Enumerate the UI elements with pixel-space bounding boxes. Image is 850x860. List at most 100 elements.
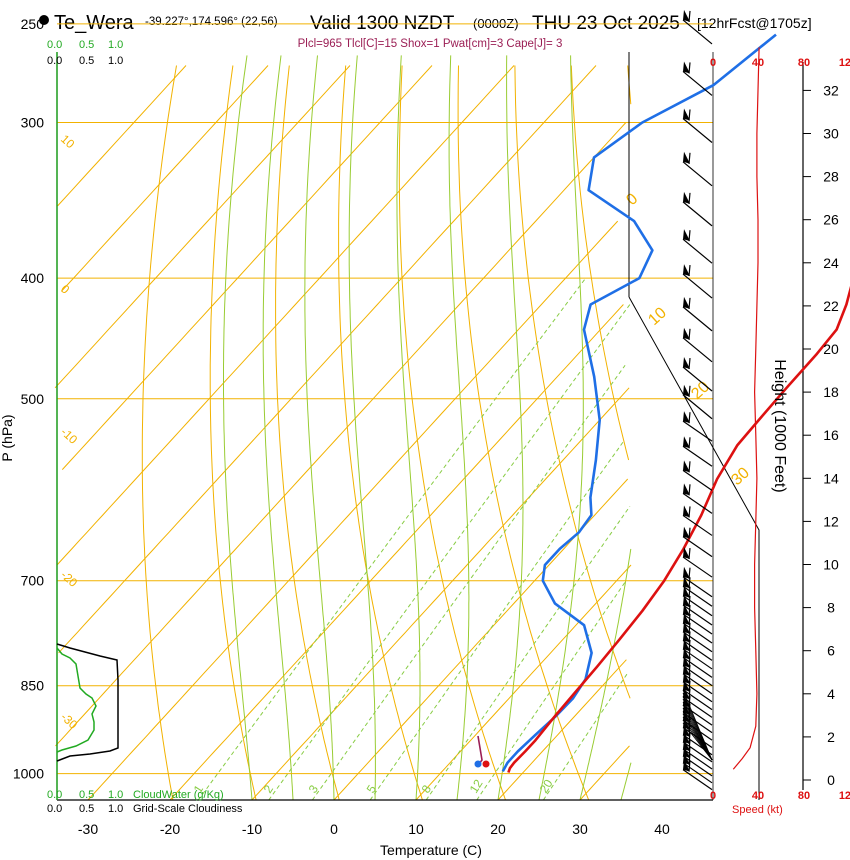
pressure-axis-ticks: 250 300 400 500 700 850 1000 <box>13 16 44 782</box>
moist-adiabat-line <box>348 55 376 801</box>
cloudwater-top-tick-1: 0.5 <box>79 39 94 51</box>
mixing-ratio-label: 8 <box>419 782 435 795</box>
moist-adiabat-line <box>396 55 421 801</box>
moist-adiabat-line <box>538 55 584 801</box>
station-coords: -39.227°,174.596° (22,56) <box>145 16 278 28</box>
wind-barb-feather <box>688 62 691 74</box>
wind-barb-staff <box>682 613 713 635</box>
dry-adiabat-line <box>570 65 630 461</box>
moist-adiabat-line <box>620 762 632 801</box>
wind-barb-staff <box>682 665 713 687</box>
wind-barb-flag <box>683 505 690 518</box>
mixing-ratio-lines <box>197 277 631 801</box>
temperature-trace <box>507 285 850 773</box>
wind-barbs <box>682 9 713 791</box>
isotherm-label: 10 <box>58 132 78 152</box>
wind-barb-staff <box>682 492 713 514</box>
isotherm-line <box>54 65 351 389</box>
speed-bottom-tick-120: 120 <box>839 790 850 802</box>
wind-barb-flag <box>683 296 690 309</box>
wind-barb-flag <box>683 436 690 449</box>
height-tick-label: 24 <box>823 255 839 271</box>
x-tick-label: 0 <box>330 821 338 837</box>
cloudwater-bottom-tick-0: 0.0 <box>47 789 62 801</box>
height-tick-label: 22 <box>823 298 839 314</box>
height-tick-label: 32 <box>823 82 839 98</box>
wind-barb-feather <box>688 328 691 340</box>
y-axis-label: P (hPa) <box>0 414 15 461</box>
speed-top-tick-120: 120 <box>839 57 850 69</box>
height-tick-label: 14 <box>823 470 839 486</box>
wind-barb-staff <box>682 556 713 578</box>
isotherm-line <box>251 387 630 801</box>
height-tick-label: 10 <box>823 557 839 573</box>
height-tick-label: 20 <box>823 341 839 357</box>
moist-adiabat-lines <box>223 55 632 801</box>
wind-barb-staff <box>682 118 713 143</box>
plot-frame <box>56 52 804 801</box>
wind-barb-flag <box>683 576 690 589</box>
wind-barb-staff <box>682 273 713 299</box>
sounding-params: Plcl=965 Tlcl[C]=15 Shox=1 Pwat[cm]=3 Ca… <box>298 38 563 50</box>
cloudiness-bottom-tick-2: 1.0 <box>108 803 123 815</box>
wind-barb-feather <box>688 527 691 539</box>
wind-barb-staff <box>682 469 713 491</box>
cloudiness-bottom-tick-0: 0.0 <box>47 803 62 815</box>
mixing-ratio-line <box>268 304 631 801</box>
height-tick-label: 8 <box>827 600 835 616</box>
mixing-ratio-line <box>197 277 587 801</box>
wind-barb-staff <box>682 656 713 678</box>
cloudiness-top-tick-1: 0.5 <box>79 55 94 67</box>
dewpoint-trace <box>501 33 777 773</box>
wind-barb-feather <box>688 586 691 598</box>
isotherm-label: -30 <box>58 710 80 732</box>
dry-adiabat-line <box>141 65 177 801</box>
wind-barb-staff <box>682 622 713 644</box>
moist-adiabat-line <box>262 55 294 801</box>
wind-barb-staff <box>682 769 713 791</box>
height-tick-label: 30 <box>823 126 839 142</box>
wind-barb-staff <box>682 639 713 661</box>
wind-barb-flag <box>683 191 690 204</box>
surface-temperature-marker <box>482 760 490 768</box>
x-tick-label: -10 <box>242 821 262 837</box>
wind-barb-staff <box>682 741 713 763</box>
surface-parcel-trace <box>477 735 483 765</box>
isotherm-label: -20 <box>58 568 80 590</box>
wind-barb-flag <box>683 604 690 617</box>
wind-speed-profile <box>732 47 760 770</box>
dry-adiabat-line <box>398 65 506 801</box>
wind-barb-feather <box>688 746 691 758</box>
wind-barb-feather <box>688 230 691 242</box>
x-axis-label: Temperature (C) <box>380 842 482 858</box>
mixing-ratio-line <box>311 365 626 801</box>
wind-barb-flag <box>683 61 690 74</box>
mixing-ratio-line <box>476 580 627 801</box>
wind-barb-feather <box>688 357 691 370</box>
wind-barb-staff <box>682 420 713 442</box>
wind-barb-staff <box>682 536 713 558</box>
isotherm-line <box>169 304 624 801</box>
speed-top-tick-40: 40 <box>752 57 764 69</box>
height-tick-label: 0 <box>827 772 835 788</box>
wind-barb-staff <box>682 748 713 770</box>
speed-top-tick-0: 0 <box>710 57 716 69</box>
wind-barb-staff <box>682 762 713 784</box>
isotherm-line <box>579 745 630 801</box>
mixing-ratio-line <box>425 506 631 801</box>
pressure-tick-label: 1000 <box>13 766 44 782</box>
height-tick-label: 18 <box>823 384 839 400</box>
wind-barb-feather <box>688 461 691 473</box>
wind-barb-feather <box>688 548 691 560</box>
cloudiness-bottom-tick-1: 0.5 <box>79 803 94 815</box>
height-axis-label: Height (1000 Feet) <box>771 359 788 492</box>
wind-barb-flag <box>683 566 690 579</box>
temperature-axis-ticks: -30 -20 -10 0 10 20 30 40 <box>78 821 670 837</box>
wind-barb-flag <box>683 9 690 22</box>
pressure-tick-label: 850 <box>21 678 45 694</box>
x-tick-label: -20 <box>160 821 180 837</box>
wind-barb-feather <box>688 732 691 744</box>
wind-barb-flag <box>683 108 690 121</box>
